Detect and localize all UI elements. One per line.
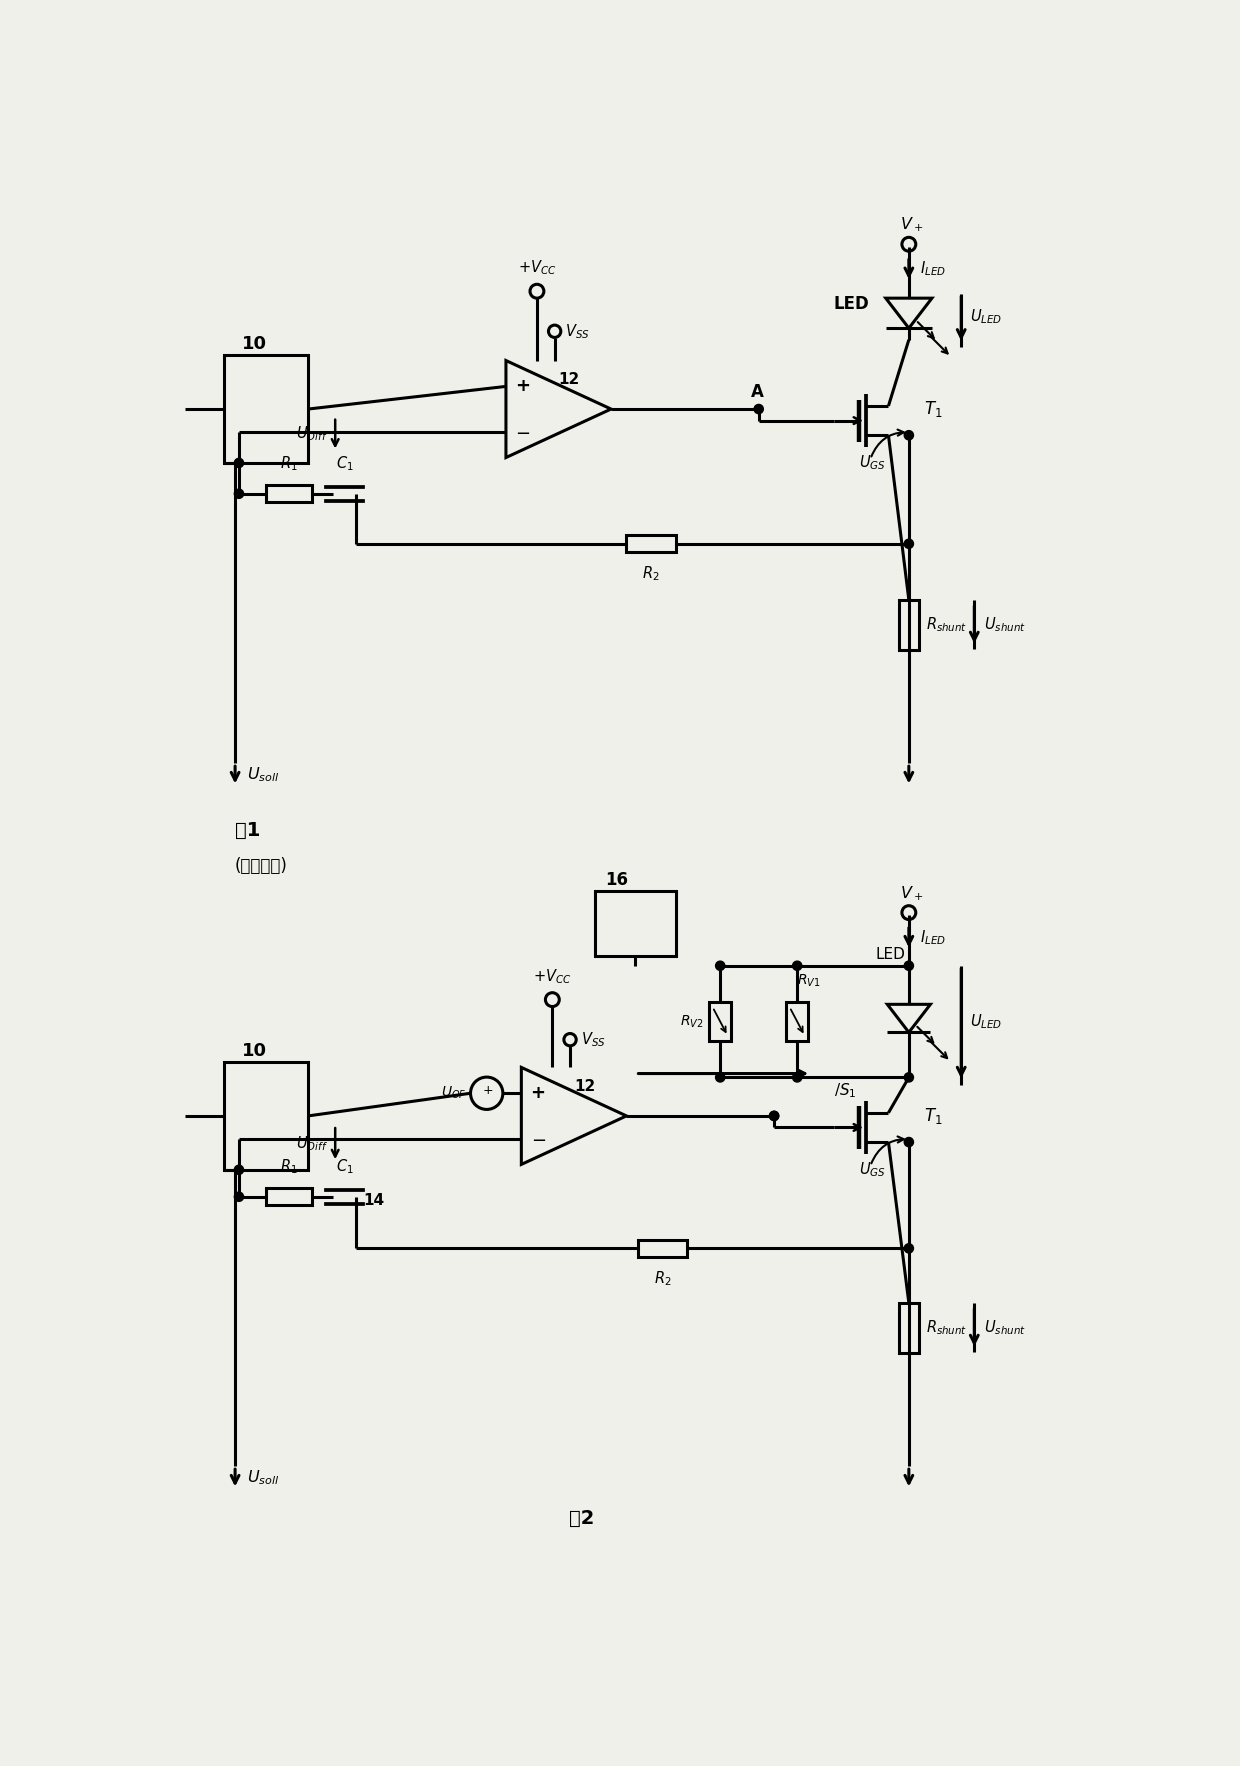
Circle shape	[234, 1192, 243, 1201]
Text: $U_{OF}$: $U_{OF}$	[441, 1084, 466, 1102]
Text: $T_1$: $T_1$	[924, 1106, 942, 1127]
Text: $C_1$: $C_1$	[336, 454, 353, 473]
Text: $+V_{CC}$: $+V_{CC}$	[533, 968, 572, 985]
Text: $C_1$: $C_1$	[336, 1157, 353, 1176]
Text: $R_{shunt}$: $R_{shunt}$	[926, 1317, 967, 1337]
Text: $U_{soll}$: $U_{soll}$	[247, 1469, 279, 1487]
Text: $I_{LED}$: $I_{LED}$	[920, 260, 946, 279]
Text: $U_{GS}$: $U_{GS}$	[859, 454, 885, 472]
Circle shape	[792, 961, 802, 970]
Bar	[899, 1303, 919, 1353]
Circle shape	[904, 1137, 914, 1146]
Text: 16: 16	[605, 871, 627, 888]
Bar	[265, 486, 312, 502]
Bar	[626, 535, 676, 553]
Text: $U_{GS}$: $U_{GS}$	[859, 1160, 885, 1180]
Text: $R_2$: $R_2$	[642, 565, 660, 583]
Text: $U_{Diff}$: $U_{Diff}$	[295, 1134, 327, 1153]
Text: $I_{LED}$: $I_{LED}$	[920, 927, 946, 947]
Circle shape	[904, 431, 914, 440]
Text: $U_{shunt}$: $U_{shunt}$	[983, 615, 1025, 634]
Text: $-$: $-$	[515, 422, 531, 442]
Text: $V_+$: $V_+$	[899, 885, 923, 902]
Text: $R_{V1}$: $R_{V1}$	[797, 973, 821, 989]
Text: $U_{Diff}$: $U_{Diff}$	[295, 424, 327, 443]
Bar	[223, 1061, 309, 1169]
Text: /$S_1$: /$S_1$	[835, 1081, 857, 1100]
Circle shape	[904, 961, 914, 970]
Text: $R_{V2}$: $R_{V2}$	[680, 1014, 703, 1030]
Text: $U_{shunt}$: $U_{shunt}$	[983, 1317, 1025, 1337]
Bar	[899, 600, 919, 650]
Circle shape	[770, 1111, 779, 1120]
Text: $R_1$: $R_1$	[280, 454, 298, 473]
Circle shape	[792, 1072, 802, 1083]
Bar	[595, 890, 676, 955]
Text: $T_1$: $T_1$	[924, 399, 942, 419]
Bar	[786, 1003, 808, 1040]
Text: $U_{LED}$: $U_{LED}$	[971, 307, 1003, 327]
Circle shape	[904, 1243, 914, 1252]
Text: $V_{SS}$: $V_{SS}$	[565, 321, 590, 341]
Text: $-$: $-$	[531, 1130, 546, 1148]
Text: A: A	[750, 383, 764, 401]
Circle shape	[754, 404, 764, 413]
Text: 图2: 图2	[569, 1508, 594, 1528]
Text: $V_+$: $V_+$	[899, 215, 923, 235]
Text: 12: 12	[558, 373, 580, 387]
Text: 10: 10	[242, 1042, 267, 1060]
Text: +: +	[515, 378, 531, 396]
Text: $R_1$: $R_1$	[280, 1157, 298, 1176]
Text: 12: 12	[574, 1079, 595, 1093]
Circle shape	[715, 961, 725, 970]
Bar	[709, 1003, 732, 1040]
Text: 10: 10	[242, 336, 267, 353]
Circle shape	[234, 1166, 243, 1174]
Text: 图1: 图1	[236, 821, 260, 841]
Circle shape	[234, 489, 243, 498]
Text: $U_{soll}$: $U_{soll}$	[247, 765, 279, 784]
Text: LED: LED	[875, 947, 905, 962]
Text: $V_{SS}$: $V_{SS}$	[580, 1030, 605, 1049]
Text: (现有技术): (现有技术)	[236, 857, 288, 874]
Text: +: +	[482, 1084, 492, 1097]
Bar	[637, 1240, 687, 1257]
Text: $R_{shunt}$: $R_{shunt}$	[926, 615, 967, 634]
Circle shape	[904, 1072, 914, 1083]
Text: LED: LED	[833, 295, 869, 313]
Text: +: +	[531, 1084, 546, 1102]
Text: $U_{LED}$: $U_{LED}$	[971, 1012, 1003, 1031]
Circle shape	[904, 539, 914, 549]
Text: $+V_{CC}$: $+V_{CC}$	[517, 258, 557, 277]
Bar	[265, 1189, 312, 1204]
Circle shape	[234, 459, 243, 468]
Text: 14: 14	[363, 1194, 384, 1208]
Circle shape	[770, 1111, 779, 1120]
Circle shape	[715, 1072, 725, 1083]
Text: $R_2$: $R_2$	[653, 1270, 671, 1287]
Bar	[223, 355, 309, 463]
